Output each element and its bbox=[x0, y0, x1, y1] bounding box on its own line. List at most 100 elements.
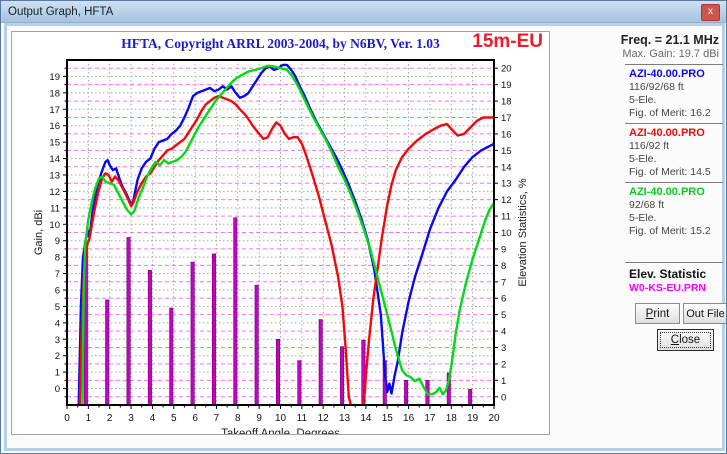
svg-text:2: 2 bbox=[55, 351, 60, 362]
svg-text:17: 17 bbox=[501, 113, 512, 124]
elevation-bar bbox=[340, 346, 345, 405]
svg-text:17: 17 bbox=[49, 105, 60, 116]
max-gain-readout: Max. Gain: 19.7 dBi bbox=[622, 48, 719, 60]
svg-text:7: 7 bbox=[214, 413, 220, 424]
svg-text:19: 19 bbox=[467, 413, 479, 424]
svg-text:4: 4 bbox=[150, 413, 156, 424]
svg-text:6: 6 bbox=[192, 413, 198, 424]
x-axis-title: Takeoff Angle, Degrees bbox=[221, 428, 340, 434]
svg-text:13: 13 bbox=[501, 179, 512, 190]
svg-text:9: 9 bbox=[501, 244, 506, 255]
frequency-readout: Freq. = 21.1 MHz bbox=[620, 33, 719, 47]
print-button[interactable]: Print bbox=[635, 303, 680, 324]
svg-text:1: 1 bbox=[55, 368, 60, 379]
side-panel: Freq. = 21.1 MHz Max. Gain: 19.7 dBi AZI… bbox=[599, 33, 726, 423]
legend-entry-heights: 116/92 ft bbox=[629, 140, 670, 152]
chart-title: HFTA, Copyright ARRL 2003-2004, by N6BV,… bbox=[121, 36, 440, 51]
out-file-button[interactable]: Out File bbox=[683, 303, 726, 324]
svg-text:14: 14 bbox=[49, 154, 60, 165]
svg-text:3: 3 bbox=[501, 343, 506, 354]
svg-text:17: 17 bbox=[424, 413, 436, 424]
svg-text:0: 0 bbox=[501, 392, 506, 403]
svg-text:5: 5 bbox=[55, 302, 60, 313]
gain-curve bbox=[81, 64, 494, 405]
svg-text:10: 10 bbox=[275, 413, 287, 424]
svg-text:14: 14 bbox=[501, 162, 512, 173]
legend-entry-elements: 5-Ele. bbox=[629, 153, 657, 165]
elevation-bar bbox=[404, 380, 409, 405]
svg-text:5: 5 bbox=[501, 310, 506, 321]
svg-text:0: 0 bbox=[55, 384, 60, 395]
divider bbox=[625, 123, 723, 124]
y-axis-right-title: Elevation Statistics, % bbox=[517, 178, 529, 286]
svg-text:16: 16 bbox=[403, 413, 415, 424]
elevation-bar bbox=[318, 319, 323, 405]
legend-entry-heights: 116/92/68 ft bbox=[629, 81, 684, 93]
svg-text:10: 10 bbox=[49, 220, 60, 231]
svg-text:20: 20 bbox=[488, 413, 500, 424]
elevation-bar bbox=[169, 307, 174, 405]
svg-text:7: 7 bbox=[55, 269, 60, 280]
svg-text:7: 7 bbox=[501, 277, 506, 288]
svg-text:13: 13 bbox=[49, 171, 60, 182]
svg-text:4: 4 bbox=[55, 318, 60, 329]
svg-text:12: 12 bbox=[49, 187, 60, 198]
legend-entry-heights: 92/68 ft bbox=[629, 199, 665, 211]
svg-text:16: 16 bbox=[49, 121, 60, 132]
legend-entry-merit: Fig. of Merit: 15.2 bbox=[629, 225, 711, 237]
svg-text:19: 19 bbox=[501, 80, 512, 91]
divider bbox=[625, 262, 723, 263]
svg-text:19: 19 bbox=[49, 72, 60, 83]
elevation-bar bbox=[275, 338, 280, 405]
svg-text:4: 4 bbox=[501, 327, 506, 338]
chart-plot: 0 1 2 3 4 5 6 7 8 9 10 11 12 13 14 15 16 17 18 19 20 0 1 2 3 4 5 6 7… bbox=[12, 32, 549, 434]
svg-text:18: 18 bbox=[446, 413, 458, 424]
svg-text:8: 8 bbox=[235, 413, 241, 424]
svg-text:14: 14 bbox=[360, 413, 372, 424]
legend-entry-merit: Fig. of Merit: 16.2 bbox=[629, 107, 711, 119]
svg-text:9: 9 bbox=[55, 236, 60, 247]
legend-entry-name: AZI-40.00.PRO bbox=[629, 186, 705, 198]
title-bar[interactable]: Output Graph, HFTA x bbox=[1, 1, 726, 23]
svg-text:11: 11 bbox=[501, 212, 511, 223]
elevation-bar bbox=[211, 253, 216, 405]
legend-entry-blue: AZI-40.00.PRO 116/92/68 ft 5-Ele. Fig. o… bbox=[599, 68, 723, 119]
svg-text:6: 6 bbox=[501, 294, 506, 305]
svg-text:0: 0 bbox=[64, 413, 70, 424]
svg-text:18: 18 bbox=[501, 97, 512, 108]
elevation-bar bbox=[233, 217, 238, 405]
elevation-bar bbox=[297, 360, 302, 405]
svg-text:15: 15 bbox=[49, 138, 60, 149]
elevation-bar bbox=[126, 237, 131, 405]
legend-entry-green: AZI-40.00.PRO 92/68 ft 5-Ele. Fig. of Me… bbox=[599, 186, 723, 237]
legend-entry-red: AZI-40.00.PRO 116/92 ft 5-Ele. Fig. of M… bbox=[599, 127, 723, 178]
legend-entry-elements: 5-Ele. bbox=[629, 212, 657, 224]
svg-text:1: 1 bbox=[86, 413, 92, 424]
window-body: 0 1 2 3 4 5 6 7 8 9 10 11 12 13 14 15 16 17 18 19 20 0 1 2 3 4 5 6 7… bbox=[4, 23, 726, 451]
svg-text:5: 5 bbox=[171, 413, 177, 424]
elevation-bar bbox=[190, 261, 195, 405]
svg-text:2: 2 bbox=[501, 359, 506, 370]
window-close-button[interactable]: x bbox=[701, 4, 720, 21]
window-title: Output Graph, HFTA bbox=[8, 6, 114, 18]
svg-text:1: 1 bbox=[501, 376, 506, 387]
gain-curve bbox=[77, 63, 494, 405]
svg-text:12: 12 bbox=[318, 413, 330, 424]
close-icon: x bbox=[708, 6, 713, 17]
svg-text:3: 3 bbox=[55, 335, 60, 346]
svg-text:11: 11 bbox=[50, 203, 60, 214]
svg-text:18: 18 bbox=[49, 88, 60, 99]
legend-entry-merit: Fig. of Merit: 14.5 bbox=[629, 166, 711, 178]
graph-panel: 0 1 2 3 4 5 6 7 8 9 10 11 12 13 14 15 16 17 18 19 20 0 1 2 3 4 5 6 7… bbox=[11, 31, 550, 435]
legend-entry-name: AZI-40.00.PRO bbox=[629, 127, 705, 139]
divider bbox=[625, 64, 723, 65]
close-button[interactable]: Close bbox=[657, 329, 714, 351]
svg-text:9: 9 bbox=[256, 413, 262, 424]
svg-text:10: 10 bbox=[501, 228, 512, 239]
y-axis-left-title: Gain, dBi bbox=[33, 210, 45, 255]
elevation-bar bbox=[468, 389, 473, 405]
svg-text:6: 6 bbox=[55, 286, 60, 297]
svg-text:15: 15 bbox=[501, 146, 512, 157]
elev-statistic-file: W0-KS-EU.PRN bbox=[629, 282, 707, 294]
